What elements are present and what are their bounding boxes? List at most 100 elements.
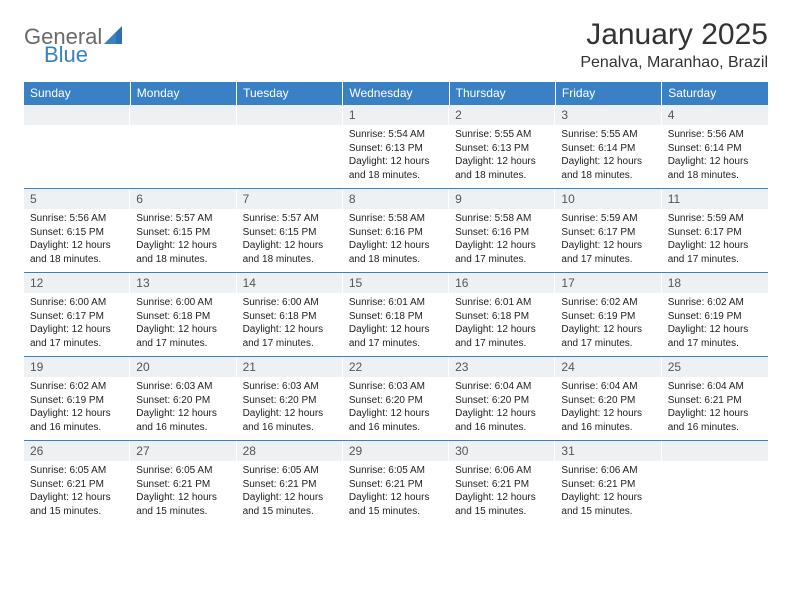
month-title: January 2025 <box>580 18 768 52</box>
day-number: 17 <box>555 273 661 293</box>
day-details: Sunrise: 5:55 AMSunset: 6:13 PMDaylight:… <box>449 125 555 186</box>
calendar-day-cell: 9Sunrise: 5:58 AMSunset: 6:16 PMDaylight… <box>449 189 555 273</box>
day-details: Sunrise: 6:01 AMSunset: 6:18 PMDaylight:… <box>343 293 449 354</box>
calendar-day-cell: 21Sunrise: 6:03 AMSunset: 6:20 PMDayligh… <box>237 357 343 441</box>
day-details: Sunrise: 6:00 AMSunset: 6:17 PMDaylight:… <box>24 293 130 354</box>
day-details: Sunrise: 6:05 AMSunset: 6:21 PMDaylight:… <box>237 461 343 522</box>
day-number: 15 <box>343 273 449 293</box>
day-details: Sunrise: 6:05 AMSunset: 6:21 PMDaylight:… <box>24 461 130 522</box>
day-number: 29 <box>343 441 449 461</box>
day-number <box>24 105 130 125</box>
day-number: 18 <box>662 273 768 293</box>
day-number: 8 <box>343 189 449 209</box>
day-header: Saturday <box>662 82 768 105</box>
day-number: 6 <box>130 189 236 209</box>
calendar-day-cell: 5Sunrise: 5:56 AMSunset: 6:15 PMDaylight… <box>24 189 130 273</box>
day-details: Sunrise: 6:02 AMSunset: 6:19 PMDaylight:… <box>24 377 130 438</box>
day-number: 28 <box>237 441 343 461</box>
calendar-day-cell: 15Sunrise: 6:01 AMSunset: 6:18 PMDayligh… <box>343 273 449 357</box>
calendar-day-cell: 27Sunrise: 6:05 AMSunset: 6:21 PMDayligh… <box>130 441 236 525</box>
day-details: Sunrise: 6:04 AMSunset: 6:21 PMDaylight:… <box>662 377 768 438</box>
calendar-day-cell: 2Sunrise: 5:55 AMSunset: 6:13 PMDaylight… <box>449 105 555 189</box>
day-details: Sunrise: 6:04 AMSunset: 6:20 PMDaylight:… <box>555 377 661 438</box>
calendar-day-cell: 3Sunrise: 5:55 AMSunset: 6:14 PMDaylight… <box>555 105 661 189</box>
day-number: 5 <box>24 189 130 209</box>
logo-sail-icon <box>104 26 124 49</box>
calendar-day-cell: 18Sunrise: 6:02 AMSunset: 6:19 PMDayligh… <box>662 273 768 357</box>
location: Penalva, Maranhao, Brazil <box>580 54 768 72</box>
calendar-body: 1Sunrise: 5:54 AMSunset: 6:13 PMDaylight… <box>24 105 768 525</box>
day-details: Sunrise: 6:03 AMSunset: 6:20 PMDaylight:… <box>130 377 236 438</box>
calendar-head: SundayMondayTuesdayWednesdayThursdayFrid… <box>24 82 768 105</box>
calendar-day-cell <box>662 441 768 525</box>
calendar-week-row: 12Sunrise: 6:00 AMSunset: 6:17 PMDayligh… <box>24 273 768 357</box>
calendar-day-cell: 20Sunrise: 6:03 AMSunset: 6:20 PMDayligh… <box>130 357 236 441</box>
calendar-day-cell: 4Sunrise: 5:56 AMSunset: 6:14 PMDaylight… <box>662 105 768 189</box>
day-header: Tuesday <box>237 82 343 105</box>
day-number <box>237 105 343 125</box>
calendar-day-cell <box>24 105 130 189</box>
calendar-day-cell: 10Sunrise: 5:59 AMSunset: 6:17 PMDayligh… <box>555 189 661 273</box>
calendar-day-cell: 7Sunrise: 5:57 AMSunset: 6:15 PMDaylight… <box>237 189 343 273</box>
day-number: 30 <box>449 441 555 461</box>
calendar-day-cell: 1Sunrise: 5:54 AMSunset: 6:13 PMDaylight… <box>343 105 449 189</box>
calendar-day-cell: 13Sunrise: 6:00 AMSunset: 6:18 PMDayligh… <box>130 273 236 357</box>
calendar-day-cell <box>237 105 343 189</box>
calendar-day-cell: 23Sunrise: 6:04 AMSunset: 6:20 PMDayligh… <box>449 357 555 441</box>
day-number: 12 <box>24 273 130 293</box>
day-details: Sunrise: 6:03 AMSunset: 6:20 PMDaylight:… <box>343 377 449 438</box>
calendar-week-row: 1Sunrise: 5:54 AMSunset: 6:13 PMDaylight… <box>24 105 768 189</box>
calendar-table: SundayMondayTuesdayWednesdayThursdayFrid… <box>24 82 768 525</box>
calendar-week-row: 5Sunrise: 5:56 AMSunset: 6:15 PMDaylight… <box>24 189 768 273</box>
day-number: 23 <box>449 357 555 377</box>
day-number: 10 <box>555 189 661 209</box>
title-block: January 2025 Penalva, Maranhao, Brazil <box>580 18 768 72</box>
day-details: Sunrise: 5:56 AMSunset: 6:14 PMDaylight:… <box>662 125 768 186</box>
calendar-day-cell: 24Sunrise: 6:04 AMSunset: 6:20 PMDayligh… <box>555 357 661 441</box>
day-header: Friday <box>555 82 661 105</box>
calendar-day-cell: 28Sunrise: 6:05 AMSunset: 6:21 PMDayligh… <box>237 441 343 525</box>
day-details: Sunrise: 6:04 AMSunset: 6:20 PMDaylight:… <box>449 377 555 438</box>
day-number: 31 <box>555 441 661 461</box>
calendar-day-cell: 19Sunrise: 6:02 AMSunset: 6:19 PMDayligh… <box>24 357 130 441</box>
calendar-day-cell: 29Sunrise: 6:05 AMSunset: 6:21 PMDayligh… <box>343 441 449 525</box>
day-details: Sunrise: 5:59 AMSunset: 6:17 PMDaylight:… <box>555 209 661 270</box>
calendar-day-cell: 8Sunrise: 5:58 AMSunset: 6:16 PMDaylight… <box>343 189 449 273</box>
logo-text-blue: Blue <box>44 42 88 68</box>
day-header: Monday <box>130 82 236 105</box>
day-header: Sunday <box>24 82 130 105</box>
day-details: Sunrise: 6:01 AMSunset: 6:18 PMDaylight:… <box>449 293 555 354</box>
day-number <box>662 441 768 461</box>
day-number: 27 <box>130 441 236 461</box>
day-number: 25 <box>662 357 768 377</box>
calendar-day-cell: 26Sunrise: 6:05 AMSunset: 6:21 PMDayligh… <box>24 441 130 525</box>
day-number: 7 <box>237 189 343 209</box>
day-header: Thursday <box>449 82 555 105</box>
day-details: Sunrise: 5:59 AMSunset: 6:17 PMDaylight:… <box>662 209 768 270</box>
day-details: Sunrise: 6:02 AMSunset: 6:19 PMDaylight:… <box>662 293 768 354</box>
calendar-day-cell: 30Sunrise: 6:06 AMSunset: 6:21 PMDayligh… <box>449 441 555 525</box>
day-number: 13 <box>130 273 236 293</box>
day-number: 24 <box>555 357 661 377</box>
day-details: Sunrise: 5:58 AMSunset: 6:16 PMDaylight:… <box>343 209 449 270</box>
day-number: 22 <box>343 357 449 377</box>
calendar-day-cell: 25Sunrise: 6:04 AMSunset: 6:21 PMDayligh… <box>662 357 768 441</box>
day-header: Wednesday <box>343 82 449 105</box>
day-details: Sunrise: 5:56 AMSunset: 6:15 PMDaylight:… <box>24 209 130 270</box>
day-details: Sunrise: 6:05 AMSunset: 6:21 PMDaylight:… <box>130 461 236 522</box>
day-number: 2 <box>449 105 555 125</box>
day-details: Sunrise: 5:57 AMSunset: 6:15 PMDaylight:… <box>130 209 236 270</box>
day-number: 20 <box>130 357 236 377</box>
calendar-week-row: 26Sunrise: 6:05 AMSunset: 6:21 PMDayligh… <box>24 441 768 525</box>
day-details: Sunrise: 6:02 AMSunset: 6:19 PMDaylight:… <box>555 293 661 354</box>
calendar-week-row: 19Sunrise: 6:02 AMSunset: 6:19 PMDayligh… <box>24 357 768 441</box>
calendar-day-cell <box>130 105 236 189</box>
day-details: Sunrise: 6:05 AMSunset: 6:21 PMDaylight:… <box>343 461 449 522</box>
day-details: Sunrise: 5:58 AMSunset: 6:16 PMDaylight:… <box>449 209 555 270</box>
day-number: 26 <box>24 441 130 461</box>
day-details: Sunrise: 6:00 AMSunset: 6:18 PMDaylight:… <box>237 293 343 354</box>
day-number: 16 <box>449 273 555 293</box>
day-details: Sunrise: 5:57 AMSunset: 6:15 PMDaylight:… <box>237 209 343 270</box>
day-details: Sunrise: 5:55 AMSunset: 6:14 PMDaylight:… <box>555 125 661 186</box>
day-number: 11 <box>662 189 768 209</box>
